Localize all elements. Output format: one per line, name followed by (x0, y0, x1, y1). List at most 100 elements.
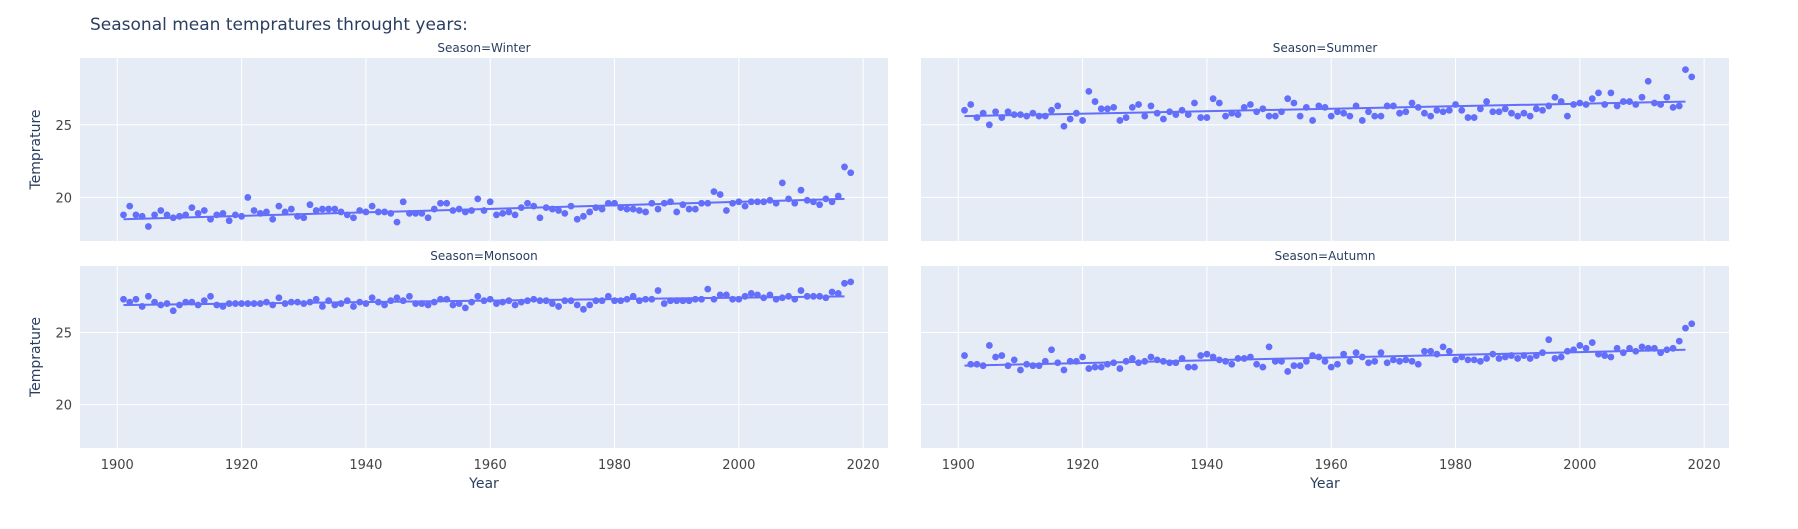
trendline (123, 197, 845, 221)
data-point (797, 287, 805, 294)
x-tick-label: 1940 (1190, 458, 1223, 473)
data-point (207, 292, 214, 300)
data-point (1551, 93, 1559, 101)
data-point (1508, 109, 1515, 117)
data-point (120, 211, 127, 219)
data-point (1396, 357, 1403, 365)
data-point (1501, 353, 1509, 361)
data-point (1682, 324, 1689, 332)
data-point (1377, 112, 1385, 120)
data-point (1315, 102, 1323, 110)
data-point (424, 301, 432, 309)
data-point (648, 199, 656, 207)
data-point (992, 353, 999, 361)
data-point (1682, 66, 1689, 74)
y-axis-label: Temprature (28, 317, 44, 398)
data-point (548, 300, 556, 307)
data-point (1327, 363, 1335, 371)
data-point (1644, 77, 1652, 85)
facet-title: Season=Winter (437, 41, 530, 55)
data-point (1601, 352, 1609, 359)
data-point (1526, 355, 1534, 362)
data-point (287, 205, 295, 213)
data-point (1222, 112, 1229, 120)
data-point (1340, 350, 1348, 358)
data-point (1675, 102, 1683, 110)
x-tick-label: 1980 (1439, 458, 1472, 473)
data-point (319, 205, 326, 213)
data-point (437, 199, 444, 207)
data-point (1334, 108, 1341, 116)
data-point (1122, 114, 1130, 121)
data-point (1669, 103, 1677, 111)
data-point (331, 205, 339, 213)
data-point (1209, 353, 1217, 361)
data-point (1060, 366, 1068, 374)
data-point (126, 202, 134, 210)
trendline (123, 295, 845, 306)
data-point (598, 205, 606, 213)
data-point (269, 215, 277, 223)
x-axis-label: Year (1309, 476, 1340, 492)
plot-background (80, 266, 888, 448)
data-point (1191, 363, 1198, 371)
data-point (1433, 106, 1441, 114)
data-point (1010, 356, 1018, 364)
data-point (144, 223, 152, 230)
data-point (393, 294, 401, 302)
data-point (132, 211, 140, 219)
data-point (1128, 103, 1136, 111)
data-point (350, 303, 357, 310)
data-point (580, 212, 587, 220)
data-point (1476, 357, 1484, 365)
data-point (1184, 363, 1192, 371)
data-point (1017, 366, 1024, 374)
data-point (275, 294, 283, 302)
data-point (312, 207, 320, 214)
panel-2: Season=Monsoon 20 25 Temprature 1900 1920 1940… (28, 249, 888, 492)
trendline (964, 100, 1686, 118)
data-point (486, 198, 494, 206)
facet-title: Season=Monsoon (430, 249, 537, 263)
data-point (1284, 368, 1292, 375)
data-point (985, 121, 993, 129)
data-point (629, 205, 637, 213)
data-point (1470, 356, 1478, 364)
data-point (1582, 344, 1590, 352)
data-point (1539, 106, 1546, 114)
y-axis-label: Temprature (28, 109, 44, 190)
data-point (449, 301, 457, 309)
data-point (747, 290, 755, 297)
data-point (586, 301, 594, 309)
data-point (1501, 105, 1509, 113)
data-point (1079, 117, 1086, 124)
data-point (1346, 112, 1354, 120)
data-point (1004, 108, 1012, 116)
data-point (1265, 112, 1273, 120)
data-point (424, 214, 432, 222)
x-tick-label: 1960 (474, 458, 507, 473)
data-point (847, 278, 855, 286)
data-point (778, 179, 786, 187)
data-point (225, 217, 233, 225)
data-point (1613, 102, 1621, 110)
y-tick-label: 20 (55, 191, 72, 206)
data-point (1638, 343, 1646, 351)
data-point (493, 300, 500, 307)
data-point (1396, 109, 1403, 117)
x-tick-label: 1900 (101, 458, 134, 473)
data-point (468, 207, 475, 214)
data-point (244, 194, 252, 201)
data-point (120, 295, 127, 303)
data-point (1197, 114, 1205, 121)
data-point (231, 211, 239, 219)
data-point (1483, 355, 1490, 362)
data-point (635, 207, 643, 214)
data-point (188, 204, 196, 211)
data-point (1340, 109, 1348, 117)
data-point (1483, 98, 1490, 105)
data-point (312, 295, 320, 303)
data-point (1296, 112, 1304, 120)
data-point (1141, 112, 1149, 120)
data-point (1091, 98, 1099, 105)
